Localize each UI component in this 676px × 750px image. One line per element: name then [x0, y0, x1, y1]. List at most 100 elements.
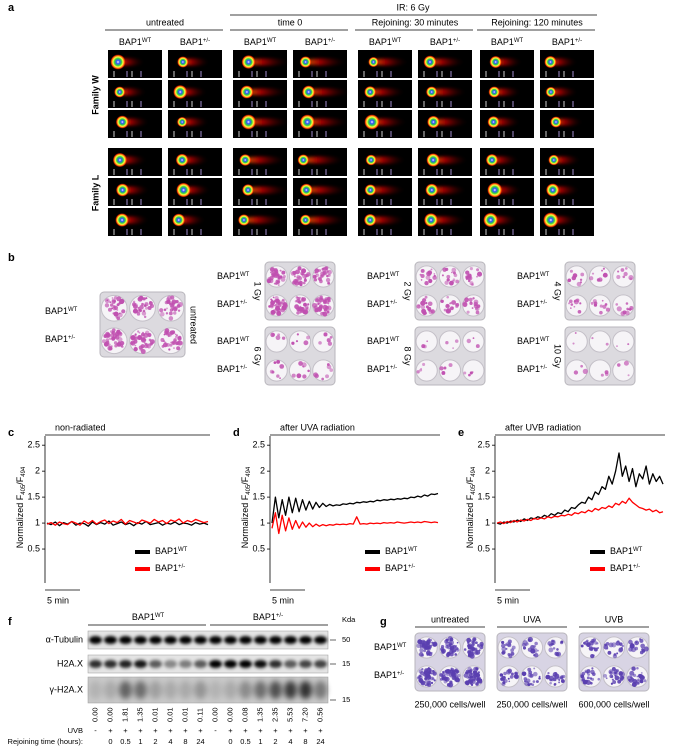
- colony: [326, 305, 332, 311]
- genotype-label: BAP1+/-: [517, 364, 547, 374]
- colony: [294, 304, 300, 310]
- colony: [572, 342, 575, 345]
- well: [265, 330, 288, 353]
- colony: [428, 682, 431, 684]
- legend-sup: WT: [408, 547, 418, 553]
- colony: [468, 677, 474, 683]
- genotype-label: BAP1+/-: [217, 364, 247, 374]
- colony: [579, 278, 583, 281]
- colony: [314, 373, 319, 379]
- panel-label: a: [8, 2, 15, 14]
- colony: [173, 347, 175, 350]
- colony: [534, 652, 539, 658]
- colony: [640, 643, 646, 649]
- uvb-sign: -: [214, 726, 217, 735]
- colony: [626, 675, 633, 681]
- comet-head: [483, 212, 499, 228]
- colony: [324, 299, 330, 304]
- colony: [499, 673, 504, 677]
- comet-image: [108, 178, 162, 206]
- colony: [580, 674, 585, 679]
- colony: [159, 308, 164, 313]
- y-axis-label-part: 494: [246, 466, 252, 477]
- colony: [137, 297, 140, 300]
- colony: [313, 278, 318, 282]
- time-value: 0.5: [120, 737, 130, 746]
- colony: [422, 298, 427, 303]
- blot-band: [119, 660, 132, 668]
- colony: [451, 651, 455, 654]
- colony: [597, 277, 603, 282]
- comet-image: [233, 50, 289, 78]
- colony: [282, 274, 286, 279]
- comet-image: [168, 50, 222, 78]
- colony: [165, 312, 169, 315]
- colony: [424, 295, 428, 299]
- colony: [445, 341, 449, 345]
- colony: [467, 646, 472, 650]
- colony: [428, 278, 433, 284]
- colony: [416, 370, 420, 374]
- colony: [451, 672, 456, 678]
- blot-band: [134, 681, 147, 699]
- colony: [302, 309, 309, 315]
- comet-tail: [299, 156, 344, 164]
- uvb-sign: +: [168, 726, 173, 735]
- colony: [605, 677, 608, 680]
- colony: [103, 334, 107, 337]
- colony: [449, 280, 454, 286]
- colony: [619, 675, 625, 681]
- chart-title: after UVB radiation: [505, 422, 581, 432]
- comet-image: [540, 208, 594, 236]
- colony: [447, 641, 450, 644]
- colony: [452, 278, 456, 282]
- genotype-sup: WT: [142, 38, 152, 44]
- colony: [271, 299, 273, 302]
- colony: [445, 303, 450, 308]
- genotype-base: BAP1: [517, 299, 540, 309]
- colony: [427, 270, 433, 275]
- colony: [318, 269, 322, 272]
- comet-tail: [244, 58, 289, 66]
- well: [462, 359, 485, 382]
- colony: [462, 302, 468, 308]
- colony: [275, 299, 281, 305]
- plate: [414, 632, 486, 692]
- colony: [150, 304, 153, 307]
- genotype-label: BAP1+/-: [45, 334, 75, 344]
- colony: [425, 275, 431, 280]
- plate: [414, 326, 486, 386]
- colony: [500, 677, 505, 682]
- colony: [277, 284, 280, 287]
- colony: [527, 638, 531, 642]
- colony: [423, 670, 429, 675]
- colony: [591, 337, 594, 340]
- blot-band: [164, 681, 177, 699]
- colony: [559, 640, 564, 645]
- blot-band: [104, 681, 117, 699]
- colony: [103, 341, 109, 347]
- colony: [582, 368, 588, 374]
- colony: [471, 643, 475, 647]
- colony: [428, 637, 431, 640]
- kda-label: 15: [342, 695, 350, 704]
- colony: [503, 671, 507, 676]
- colony: [111, 331, 116, 335]
- colony: [472, 297, 475, 300]
- comet-image: [418, 148, 472, 176]
- well: [565, 330, 588, 353]
- y-tick-label: 1.5: [252, 491, 265, 501]
- colony: [527, 667, 532, 672]
- comet-head: [299, 214, 312, 226]
- comet-image: [168, 208, 222, 236]
- y-axis-label-part: Normalized F: [465, 494, 475, 548]
- colony: [116, 296, 122, 302]
- comet-head: [487, 115, 500, 129]
- colony: [313, 305, 319, 311]
- colony: [590, 654, 595, 659]
- colony: [133, 347, 138, 352]
- colony: [425, 301, 428, 305]
- comet-head: [114, 86, 126, 98]
- colony: [535, 680, 539, 684]
- colony: [316, 273, 318, 275]
